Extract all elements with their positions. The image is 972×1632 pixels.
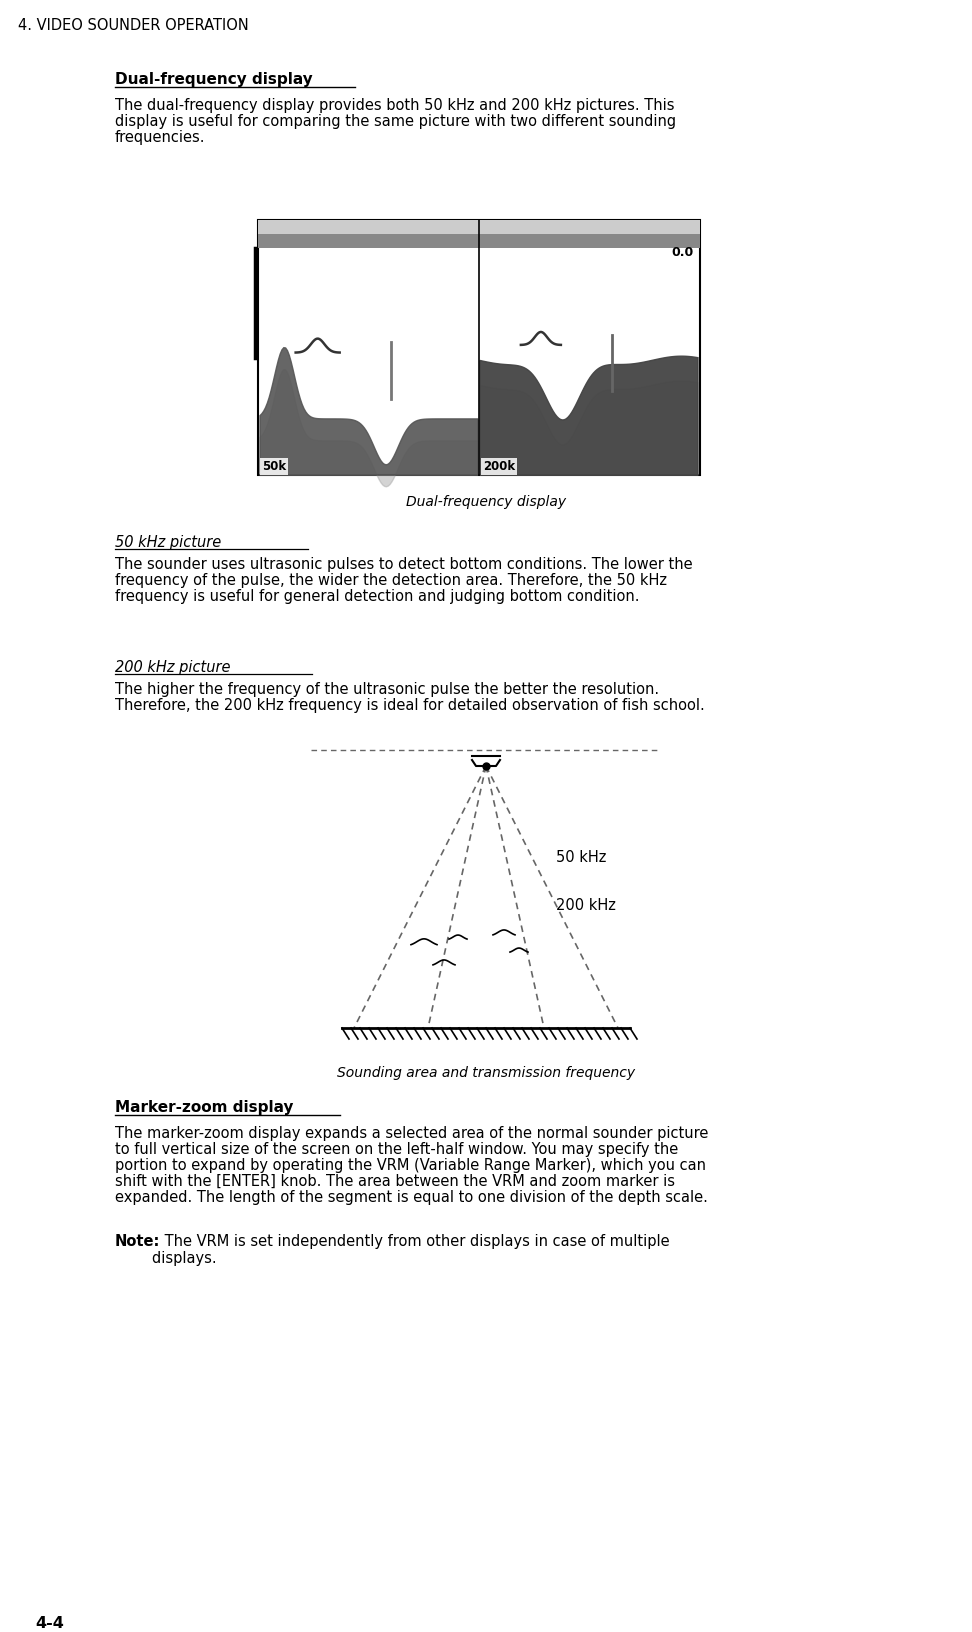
- Text: Note:: Note:: [115, 1234, 160, 1248]
- Text: Dual-frequency display: Dual-frequency display: [115, 72, 313, 86]
- Text: 200 kHz picture: 200 kHz picture: [115, 659, 230, 676]
- Bar: [258, 233, 700, 248]
- Text: The dual-frequency display provides both 50 kHz and 200 kHz pictures. This: The dual-frequency display provides both…: [115, 98, 675, 113]
- Polygon shape: [260, 348, 478, 475]
- Text: Sounding area and transmission frequency: Sounding area and transmission frequency: [337, 1066, 635, 1080]
- Polygon shape: [480, 356, 698, 475]
- Text: 0.0: 0.0: [672, 246, 694, 259]
- Text: The marker-zoom display expands a selected area of the normal sounder picture: The marker-zoom display expands a select…: [115, 1126, 709, 1141]
- Text: The sounder uses ultrasonic pulses to detect bottom conditions. The lower the: The sounder uses ultrasonic pulses to de…: [115, 557, 693, 571]
- Text: shift with the [ENTER] knob. The area between the VRM and zoom marker is: shift with the [ENTER] knob. The area be…: [115, 1173, 675, 1190]
- Text: frequency of the pulse, the wider the detection area. Therefore, the 50 kHz: frequency of the pulse, the wider the de…: [115, 573, 667, 588]
- Text: 50k: 50k: [262, 460, 286, 473]
- Text: displays.: displays.: [115, 1252, 217, 1266]
- Polygon shape: [260, 370, 478, 486]
- Text: 200 kHz: 200 kHz: [556, 898, 616, 912]
- Text: Marker-zoom display: Marker-zoom display: [115, 1100, 294, 1115]
- Text: The higher the frequency of the ultrasonic pulse the better the resolution.: The higher the frequency of the ultrason…: [115, 682, 659, 697]
- Text: frequencies.: frequencies.: [115, 131, 205, 145]
- Text: 50 kHz: 50 kHz: [556, 850, 607, 865]
- Text: display is useful for comparing the same picture with two different sounding: display is useful for comparing the same…: [115, 114, 677, 129]
- Text: 50 kHz picture: 50 kHz picture: [115, 535, 222, 550]
- Text: portion to expand by operating the VRM (Variable Range Marker), which you can: portion to expand by operating the VRM (…: [115, 1159, 706, 1173]
- Text: Dual-frequency display: Dual-frequency display: [406, 494, 566, 509]
- Text: to full vertical size of the screen on the left-half window. You may specify the: to full vertical size of the screen on t…: [115, 1142, 678, 1157]
- Polygon shape: [480, 382, 698, 475]
- Text: 4. VIDEO SOUNDER OPERATION: 4. VIDEO SOUNDER OPERATION: [18, 18, 249, 33]
- Text: 200k: 200k: [483, 460, 515, 473]
- Bar: [258, 220, 700, 233]
- Text: Therefore, the 200 kHz frequency is ideal for detailed observation of fish schoo: Therefore, the 200 kHz frequency is idea…: [115, 698, 705, 713]
- Bar: [258, 220, 700, 475]
- Text: The VRM is set independently from other displays in case of multiple: The VRM is set independently from other …: [160, 1234, 670, 1248]
- Text: frequency is useful for general detection and judging bottom condition.: frequency is useful for general detectio…: [115, 589, 640, 604]
- Text: expanded. The length of the segment is equal to one division of the depth scale.: expanded. The length of the segment is e…: [115, 1190, 708, 1204]
- Text: 4-4: 4-4: [35, 1616, 64, 1630]
